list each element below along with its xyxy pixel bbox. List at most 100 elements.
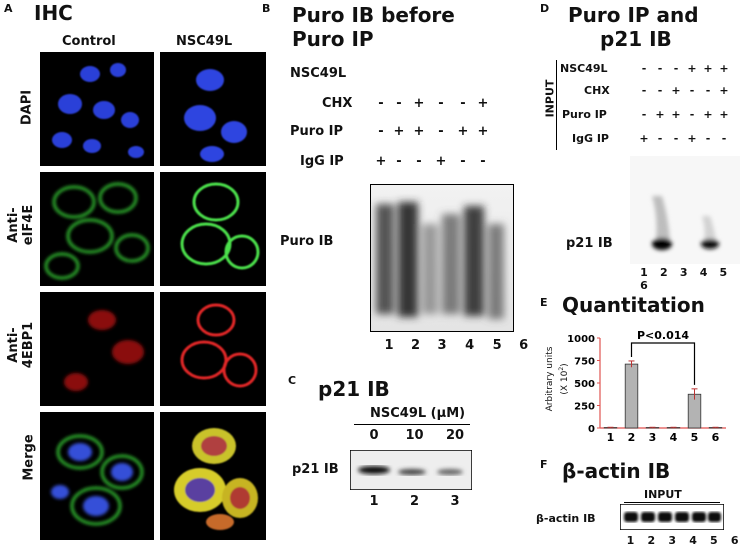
sign: + bbox=[477, 96, 489, 111]
x-tick-label: 3 bbox=[649, 431, 657, 444]
x-tick-label: 1 bbox=[607, 431, 615, 444]
lane-number: 2 bbox=[411, 338, 421, 353]
x-tick-label: 6 bbox=[712, 431, 720, 444]
sign: + bbox=[703, 62, 713, 75]
panel-d-puro-label: Puro IP bbox=[562, 108, 607, 121]
conc-value: 0 bbox=[369, 428, 379, 443]
sign: - bbox=[396, 154, 402, 169]
y-tick-label: 1000 bbox=[567, 334, 595, 345]
puro-blot-image bbox=[370, 184, 514, 332]
panel-f-letter: F bbox=[540, 458, 548, 471]
panel-e-letter: E bbox=[540, 296, 548, 309]
panel-c-blot-label: p21 IB bbox=[292, 462, 339, 477]
sign: + bbox=[719, 84, 729, 97]
panel-b-nsc-label: NSC49L bbox=[290, 66, 347, 81]
panel-d-title-line1: Puro IP and bbox=[568, 3, 699, 27]
sign: - bbox=[378, 124, 384, 139]
panel-d-puro-signs: - + + - + + bbox=[636, 108, 732, 121]
sign: - bbox=[673, 62, 679, 75]
significance-label: P<0.014 bbox=[637, 329, 689, 342]
p21-blot-image-d bbox=[630, 156, 740, 264]
conc-value: 10 bbox=[405, 428, 424, 443]
panel-d-letter: D bbox=[540, 2, 550, 15]
sign: - bbox=[641, 62, 647, 75]
row-label-4ebp1-line1: Anti- bbox=[6, 327, 21, 363]
significance-bracket bbox=[630, 342, 696, 385]
panel-c-title: p21 IB bbox=[318, 377, 390, 401]
sign: - bbox=[657, 84, 663, 97]
panel-d-title-line2: p21 IB bbox=[600, 27, 672, 51]
sign: + bbox=[435, 154, 447, 169]
lane-number: 1 bbox=[640, 266, 648, 279]
panel-a-letter: A bbox=[4, 2, 13, 15]
x-tick-label: 2 bbox=[628, 431, 636, 444]
sign: + bbox=[639, 132, 649, 145]
panel-b-lane-numbers: 1 2 3 4 5 6 bbox=[378, 338, 535, 353]
panel-f-title: β-actin IB bbox=[562, 459, 671, 483]
sign: - bbox=[657, 132, 663, 145]
y-tick-label: 750 bbox=[574, 357, 595, 368]
panel-b-puro-signs: - + + - + + bbox=[372, 124, 492, 139]
sign: + bbox=[687, 62, 697, 75]
sign: + bbox=[393, 124, 405, 139]
column-label-nsc49l: NSC49L bbox=[176, 34, 233, 49]
panel-b-chx-label: CHX bbox=[322, 96, 353, 111]
panel-c-conc-line bbox=[354, 424, 470, 425]
lane-number: 6 bbox=[640, 279, 648, 292]
sign: + bbox=[703, 108, 713, 121]
sign: - bbox=[480, 154, 486, 169]
panel-d-chx-signs: - - + - - + bbox=[636, 84, 732, 97]
panel-f-blot-label: β-actin IB bbox=[536, 512, 596, 525]
sign: + bbox=[413, 96, 425, 111]
row-label-dapi: DAPI bbox=[19, 89, 35, 126]
panel-b-title-line1: Puro IB before bbox=[292, 3, 455, 27]
panel-c-conc-values: 0 10 20 bbox=[356, 428, 473, 443]
row-label-merge: Merge bbox=[21, 434, 37, 481]
panel-d-input-line bbox=[556, 60, 557, 150]
lane-number: 3 bbox=[668, 534, 677, 547]
p21-blot-image-c bbox=[350, 450, 472, 490]
y-tick-label: 0 bbox=[588, 424, 595, 435]
panel-b-blot-label: Puro IB bbox=[280, 234, 334, 249]
sign: - bbox=[689, 84, 695, 97]
conc-value: 20 bbox=[446, 428, 465, 443]
sign: + bbox=[655, 108, 665, 121]
sign: - bbox=[721, 132, 727, 145]
panel-b-letter: B bbox=[262, 2, 271, 15]
sign: - bbox=[705, 84, 711, 97]
row-label-eif4e-line2: eIF4E bbox=[21, 204, 36, 246]
row-label-4ebp1: Anti- 4EBP1 bbox=[6, 310, 36, 380]
sign: - bbox=[705, 132, 711, 145]
panel-d-igg-label: IgG IP bbox=[572, 132, 609, 145]
sign: - bbox=[689, 108, 695, 121]
sign: - bbox=[460, 96, 466, 111]
panel-a-title: IHC bbox=[34, 1, 73, 25]
sign: - bbox=[396, 96, 402, 111]
sign: - bbox=[378, 96, 384, 111]
sign: + bbox=[671, 108, 681, 121]
y-tick-label: 250 bbox=[574, 402, 595, 413]
lane-number: 3 bbox=[437, 338, 447, 353]
sign: + bbox=[457, 124, 469, 139]
sign: + bbox=[477, 124, 489, 139]
sign: + bbox=[719, 108, 729, 121]
lane-number: 4 bbox=[689, 534, 697, 547]
bar bbox=[624, 363, 639, 429]
sign: + bbox=[719, 62, 729, 75]
panel-f-input-label: INPUT bbox=[644, 488, 682, 501]
row-label-eif4e-line1: Anti- bbox=[6, 207, 21, 243]
panel-d-igg-signs: + - - + - - bbox=[636, 132, 732, 145]
panel-f-lane-numbers: 1 2 3 4 5 6 bbox=[622, 534, 743, 547]
lane-number: 3 bbox=[679, 266, 688, 279]
row-label-eif4e: Anti- eIF4E bbox=[6, 190, 36, 260]
lane-number: 2 bbox=[647, 534, 656, 547]
panel-d-input-label: INPUT bbox=[543, 79, 557, 118]
panel-d-blot-label: p21 IB bbox=[566, 236, 613, 251]
lane-number: 1 bbox=[369, 494, 379, 509]
panel-d-lane-numbers: 1 2 3 4 5 6 bbox=[636, 266, 747, 292]
panel-d-nsc-signs: - - - + + + bbox=[636, 62, 732, 75]
column-label-control: Control bbox=[62, 34, 116, 49]
panel-c-letter: C bbox=[288, 374, 297, 387]
lane-number: 2 bbox=[660, 266, 668, 279]
panel-b-title-line2: Puro IP bbox=[292, 27, 374, 51]
